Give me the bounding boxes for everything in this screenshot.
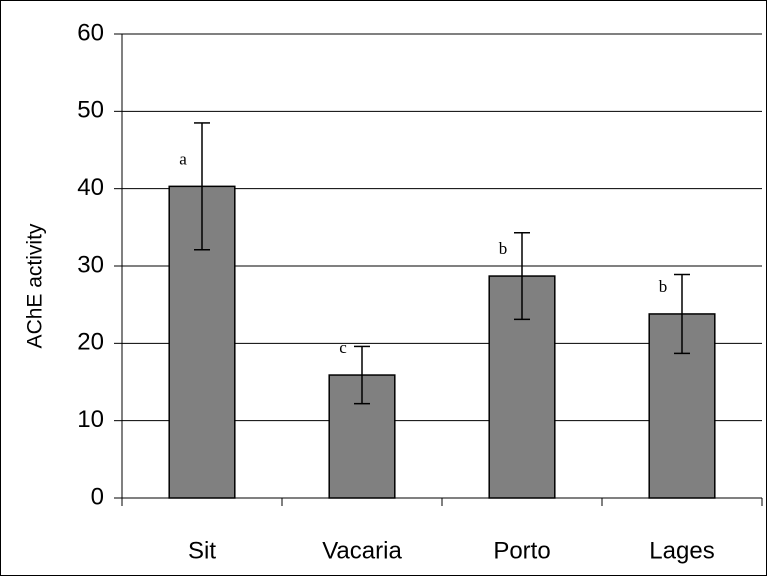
y-tick-label: 50 — [77, 97, 104, 124]
y-tick-label: 20 — [77, 329, 104, 356]
x-tick-label: Vacaria — [322, 537, 402, 564]
y-tick-label: 10 — [77, 406, 104, 433]
error-bar — [194, 122, 210, 251]
y-tick-label: 0 — [91, 483, 104, 510]
annotation: b — [659, 277, 668, 296]
x-tick-label: Lages — [649, 537, 714, 564]
error-bar — [354, 345, 370, 405]
error-bar — [514, 231, 530, 321]
y-axis-label: AChE activity — [24, 223, 47, 348]
error-bar — [674, 273, 690, 355]
annotation: b — [499, 239, 508, 258]
y-tick-label: 40 — [77, 174, 104, 201]
annotation: c — [339, 338, 347, 357]
x-tick-label: Sit — [188, 537, 216, 564]
x-tick-label: Porto — [493, 537, 550, 564]
annotation: a — [179, 149, 187, 168]
y-tick-label: 30 — [77, 251, 104, 278]
y-tick-label: 60 — [77, 19, 104, 46]
